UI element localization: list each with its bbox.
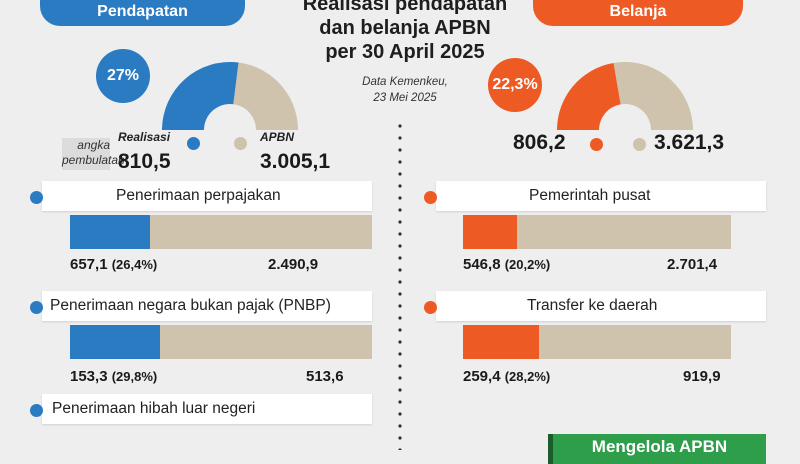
pnbp-realisasi-bar: [70, 325, 161, 359]
category-dot: [424, 301, 437, 314]
perpajakan-realisasi-bar: [70, 215, 150, 249]
transfer-daerah-realisasi-bar: [463, 325, 539, 359]
transfer-daerah-bar: [463, 325, 731, 359]
transfer-daerah-realisasi-value: 259,4 (28,2%): [463, 368, 550, 385]
category-label: Pemerintah pusat: [529, 187, 651, 204]
pendapatan-pct-badge: 27%: [96, 49, 150, 103]
data-source: Data Kemenkeu, 23 Mei 2025: [330, 74, 480, 106]
pemerintah-pusat-bar: [463, 215, 731, 249]
pemerintah-pusat-apbn-value: 2.701,4: [667, 256, 718, 273]
page-title: Realisasi pendapatan dan belanja APBN pe…: [260, 0, 550, 64]
title-line-2: dan belanja APBN: [319, 17, 491, 39]
category-label: Penerimaan negara bukan pajak (PNBP): [50, 297, 331, 314]
belanja-header: Belanja: [533, 0, 743, 26]
belanja-apbn-dot: [633, 138, 646, 151]
perpajakan-apbn-value: 2.490,9: [268, 256, 319, 273]
pendapatan-realisasi-slice: [162, 62, 239, 130]
title-line-3: per 30 April 2025: [325, 41, 485, 63]
pendapatan-realisasi-total: 810,5: [118, 150, 171, 173]
pemerintah-pusat-realisasi-bar: [463, 215, 518, 249]
pnbp-pct: (29,8%): [111, 369, 158, 384]
transfer-daerah-pct: (28,2%): [504, 369, 551, 384]
apbn-label: APBN: [260, 130, 295, 144]
category-label: Transfer ke daerah: [527, 297, 658, 314]
realisasi-label: Realisasi: [118, 130, 171, 144]
rounding-note: angka pembulatan: [62, 138, 125, 170]
transfer-daerah-realisasi-number: 259,4: [463, 368, 501, 385]
belanja-realisasi-slice: [557, 62, 621, 130]
perpajakan-realisasi-number: 657,1: [70, 256, 108, 273]
pendapatan-apbn-slice: [233, 62, 298, 130]
pendapatan-header: Pendapatan: [40, 0, 245, 26]
pemerintah-pusat-realisasi-number: 546,8: [463, 256, 501, 273]
category-dot: [30, 301, 43, 314]
category-label: Penerimaan perpajakan: [116, 187, 281, 204]
source-line-1: Data Kemenkeu,: [362, 76, 448, 88]
belanja-apbn-total: 3.621,3: [654, 131, 725, 154]
pendapatan-donut: [162, 62, 298, 130]
belanja-realisasi-total: 806,2: [513, 131, 566, 154]
perpajakan-pct: (26,4%): [111, 257, 158, 272]
category-dot: [30, 404, 43, 417]
belanja-donut: [557, 62, 693, 130]
pnbp-realisasi-value: 153,3 (29,8%): [70, 368, 157, 385]
category-perpajakan: Penerimaan perpajakan: [42, 181, 372, 211]
pnbp-realisasi-number: 153,3: [70, 368, 108, 385]
pemerintah-pusat-realisasi-value: 546,8 (20,2%): [463, 256, 550, 273]
pendapatan-apbn-total: 3.005,1: [260, 150, 331, 173]
category-pnbp: Penerimaan negara bukan pajak (PNBP): [42, 291, 372, 321]
category-hibah: Penerimaan hibah luar negeri: [42, 394, 372, 424]
category-label: Penerimaan hibah luar negeri: [52, 400, 256, 417]
belanja-pct-badge: 22,3%: [488, 58, 542, 112]
transfer-daerah-apbn-value: 919,9: [683, 368, 721, 385]
rounding-note-line-2: pembulatan: [62, 153, 125, 167]
pnbp-bar: [70, 325, 372, 359]
category-dot: [30, 191, 43, 204]
perpajakan-realisasi-value: 657,1 (26,4%): [70, 256, 157, 273]
category-pemerintah-pusat: Pemerintah pusat: [436, 181, 766, 211]
category-dot: [424, 191, 437, 204]
title-line-1: Realisasi pendapatan: [302, 0, 508, 15]
belanja-realisasi-dot: [590, 138, 603, 151]
pnbp-apbn-value: 513,6: [306, 368, 344, 385]
pemerintah-pusat-pct: (20,2%): [504, 257, 551, 272]
source-line-2: 23 Mei 2025: [373, 92, 437, 104]
perpajakan-bar: [70, 215, 372, 249]
category-transfer-daerah: Transfer ke daerah: [436, 291, 766, 321]
belanja-apbn-slice: [613, 62, 693, 130]
rounding-note-line-1: angka: [77, 138, 110, 152]
center-divider: [398, 120, 402, 450]
realisasi-legend-dot: [187, 137, 200, 150]
mengelola-apbn-banner: Mengelola APBN: [548, 434, 766, 464]
apbn-legend-dot: [234, 137, 247, 150]
